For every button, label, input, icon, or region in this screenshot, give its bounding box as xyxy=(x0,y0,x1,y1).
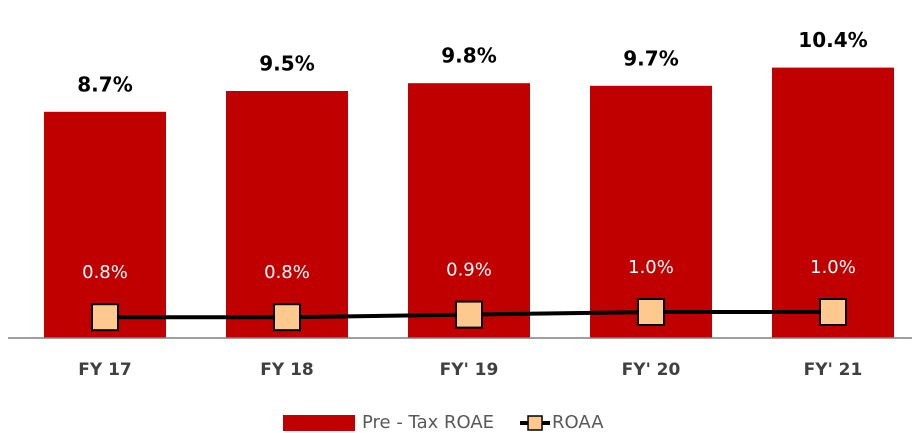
bar-value-label: 9.7% xyxy=(623,46,678,70)
bar xyxy=(408,83,530,338)
line-value-label: 0.9% xyxy=(446,260,492,281)
bar xyxy=(772,67,894,338)
line-marker xyxy=(637,298,665,326)
line-marker xyxy=(455,300,483,329)
bar xyxy=(44,111,166,338)
line-marker xyxy=(273,303,301,332)
line-marker xyxy=(819,298,847,326)
x-tick-label: FY' 20 xyxy=(622,360,681,380)
line-value-label: 0.8% xyxy=(82,262,128,283)
x-tick-label: FY' 21 xyxy=(804,360,863,380)
line-value-label: 1.0% xyxy=(810,257,856,278)
legend-label: Pre - Tax ROAE xyxy=(362,412,494,433)
line-marker xyxy=(91,303,119,332)
legend-swatch xyxy=(283,415,355,431)
bar-value-label: 9.8% xyxy=(441,44,496,68)
x-tick-label: FY 18 xyxy=(260,360,314,380)
bar-value-label: 9.5% xyxy=(259,52,314,76)
legend-marker xyxy=(527,415,543,431)
legend-label: ROAA xyxy=(552,412,604,433)
bar-value-label: 10.4% xyxy=(798,28,867,52)
bar-value-label: 8.7% xyxy=(77,72,132,96)
line-value-label: 0.8% xyxy=(264,262,310,283)
x-tick-label: FY 17 xyxy=(78,360,132,380)
bar xyxy=(590,85,712,338)
x-tick-label: FY' 19 xyxy=(440,360,499,380)
bar xyxy=(226,91,348,338)
line-value-label: 1.0% xyxy=(628,257,674,278)
